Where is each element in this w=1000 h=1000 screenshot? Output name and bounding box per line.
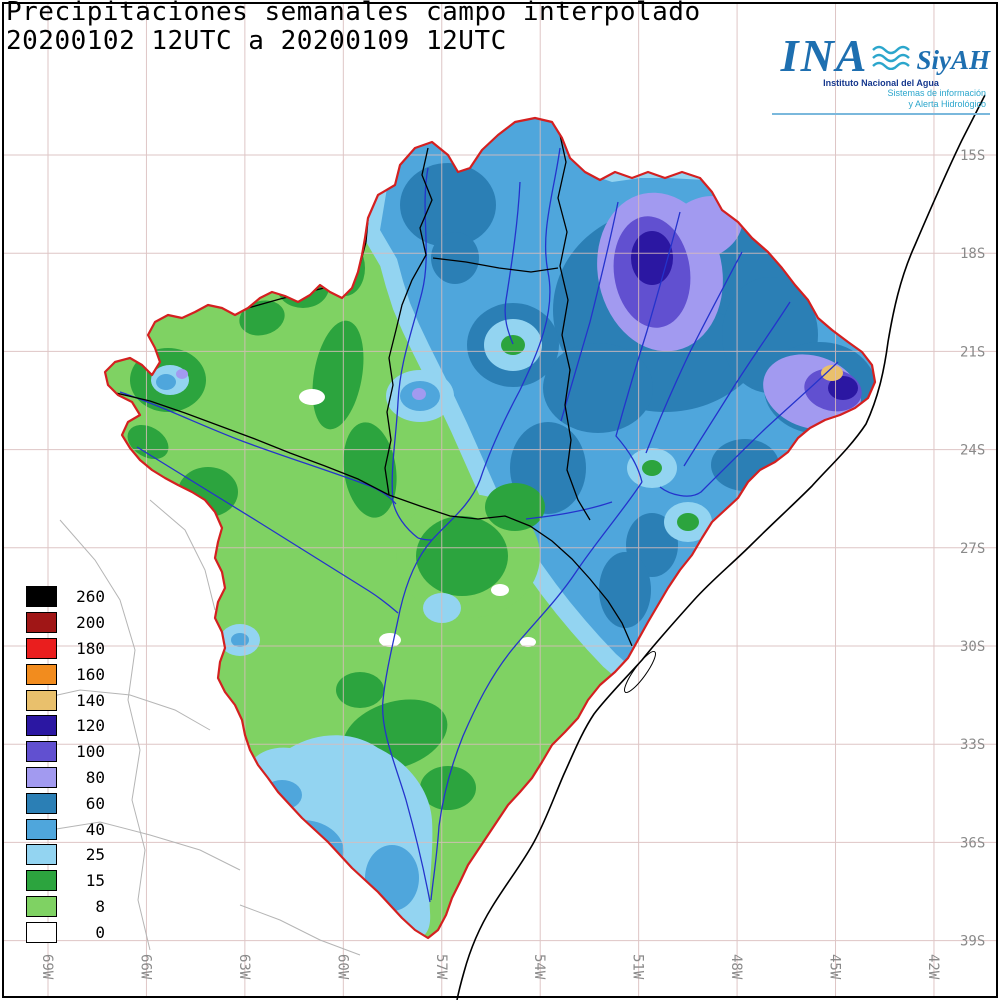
lat-label: 27S	[960, 541, 985, 557]
lon-label: 54W	[531, 954, 547, 980]
lat-label: 30S	[960, 639, 985, 655]
ina-logo-text: INA	[780, 30, 869, 81]
lon-label: 66W	[137, 954, 153, 980]
legend-value: 0	[95, 922, 105, 942]
logo-divider	[772, 113, 990, 115]
logo-subtitle-institute: Instituto Nacional del Agua	[823, 78, 939, 88]
legend-swatch	[26, 586, 57, 608]
coastal-lagoon	[624, 650, 656, 694]
legend-swatch	[26, 741, 57, 763]
basin-outline	[103, 116, 877, 940]
legend-row: 80	[26, 765, 105, 791]
legend-swatch	[26, 818, 57, 840]
lon-label: 51W	[630, 954, 646, 980]
lat-label: 18S	[960, 246, 985, 262]
legend-row: 180	[26, 636, 105, 662]
country-borders	[115, 125, 633, 647]
legend-value: 8	[95, 896, 105, 916]
lat-label: 24S	[960, 443, 985, 459]
legend-value: 180	[76, 638, 105, 658]
legend-row: 160	[26, 661, 105, 687]
lat-labels: 15S 18S 21S 24S 27S 30S 33S 36S 39S	[960, 148, 985, 950]
title-block: Precipitaciones semanales campo interpol…	[6, 0, 701, 56]
legend-swatch	[26, 612, 57, 634]
logo-subtitle-alert: y Alerta Hidrológico	[908, 99, 986, 109]
legend-swatch	[26, 792, 57, 814]
grid-lines	[4, 4, 996, 996]
legend-row: 40	[26, 816, 105, 842]
legend-swatch	[26, 921, 57, 943]
map-title: Precipitaciones semanales campo interpol…	[6, 0, 701, 27]
lon-label: 60W	[334, 954, 350, 980]
legend-row: 200	[26, 610, 105, 636]
legend-swatch	[26, 766, 57, 788]
legend-value: 200	[76, 613, 105, 633]
legend-row: 8	[26, 894, 105, 920]
legend-value: 120	[76, 716, 105, 736]
legend-value: 15	[85, 871, 105, 891]
logo-subtitle-systems: Sistemas de información	[887, 88, 986, 98]
legend-swatch	[26, 844, 57, 866]
legend-swatch	[26, 715, 57, 737]
legend-swatch	[26, 895, 57, 917]
ina-siyah-logo: INA SiyAH Instituto Nacional del Agua Si…	[772, 30, 990, 115]
legend-value: 80	[85, 767, 105, 787]
legend-swatch	[26, 689, 57, 711]
legend-swatch	[26, 870, 57, 892]
water-waves-icon	[871, 44, 913, 74]
legend-row: 120	[26, 713, 105, 739]
legend-row: 100	[26, 739, 105, 765]
lon-label: 42W	[925, 954, 941, 980]
legend-value: 140	[76, 690, 105, 710]
lat-label: 33S	[960, 737, 985, 753]
legend: 260 200 180 160 140 120 100 80 60 40 25 15 8 0	[26, 584, 105, 945]
legend-value: 25	[85, 845, 105, 865]
legend-row: 140	[26, 687, 105, 713]
legend-value: 160	[76, 664, 105, 684]
legend-row: 25	[26, 842, 105, 868]
legend-row: 0	[26, 919, 105, 945]
coastline	[456, 94, 986, 1000]
precipitation-field	[105, 118, 875, 938]
lat-label: 21S	[960, 344, 985, 360]
lat-label: 39S	[960, 934, 985, 950]
legend-value: 60	[85, 793, 105, 813]
lon-label: 63W	[236, 954, 252, 980]
lat-label: 15S	[960, 148, 985, 164]
legend-value: 100	[76, 742, 105, 762]
legend-row: 60	[26, 790, 105, 816]
river-lines	[119, 147, 839, 903]
lon-label: 48W	[728, 954, 744, 980]
lon-labels: 69W 66W 63W 60W 57W 54W 51W 48W 45W 42W	[39, 954, 941, 980]
legend-swatch	[26, 637, 57, 659]
lon-label: 45W	[827, 954, 843, 980]
siyah-logo-text: SiyAH	[916, 45, 990, 75]
lon-label: 69W	[39, 954, 55, 980]
legend-row: 260	[26, 584, 105, 610]
legend-value: 40	[85, 819, 105, 839]
legend-swatch	[26, 663, 57, 685]
legend-value: 260	[76, 587, 105, 607]
admin-borders	[34, 499, 361, 956]
map-date-range: 20200102 12UTC a 20200109 12UTC	[6, 26, 507, 56]
lat-label: 36S	[960, 835, 985, 851]
lon-label: 57W	[433, 954, 449, 980]
legend-row: 15	[26, 868, 105, 894]
